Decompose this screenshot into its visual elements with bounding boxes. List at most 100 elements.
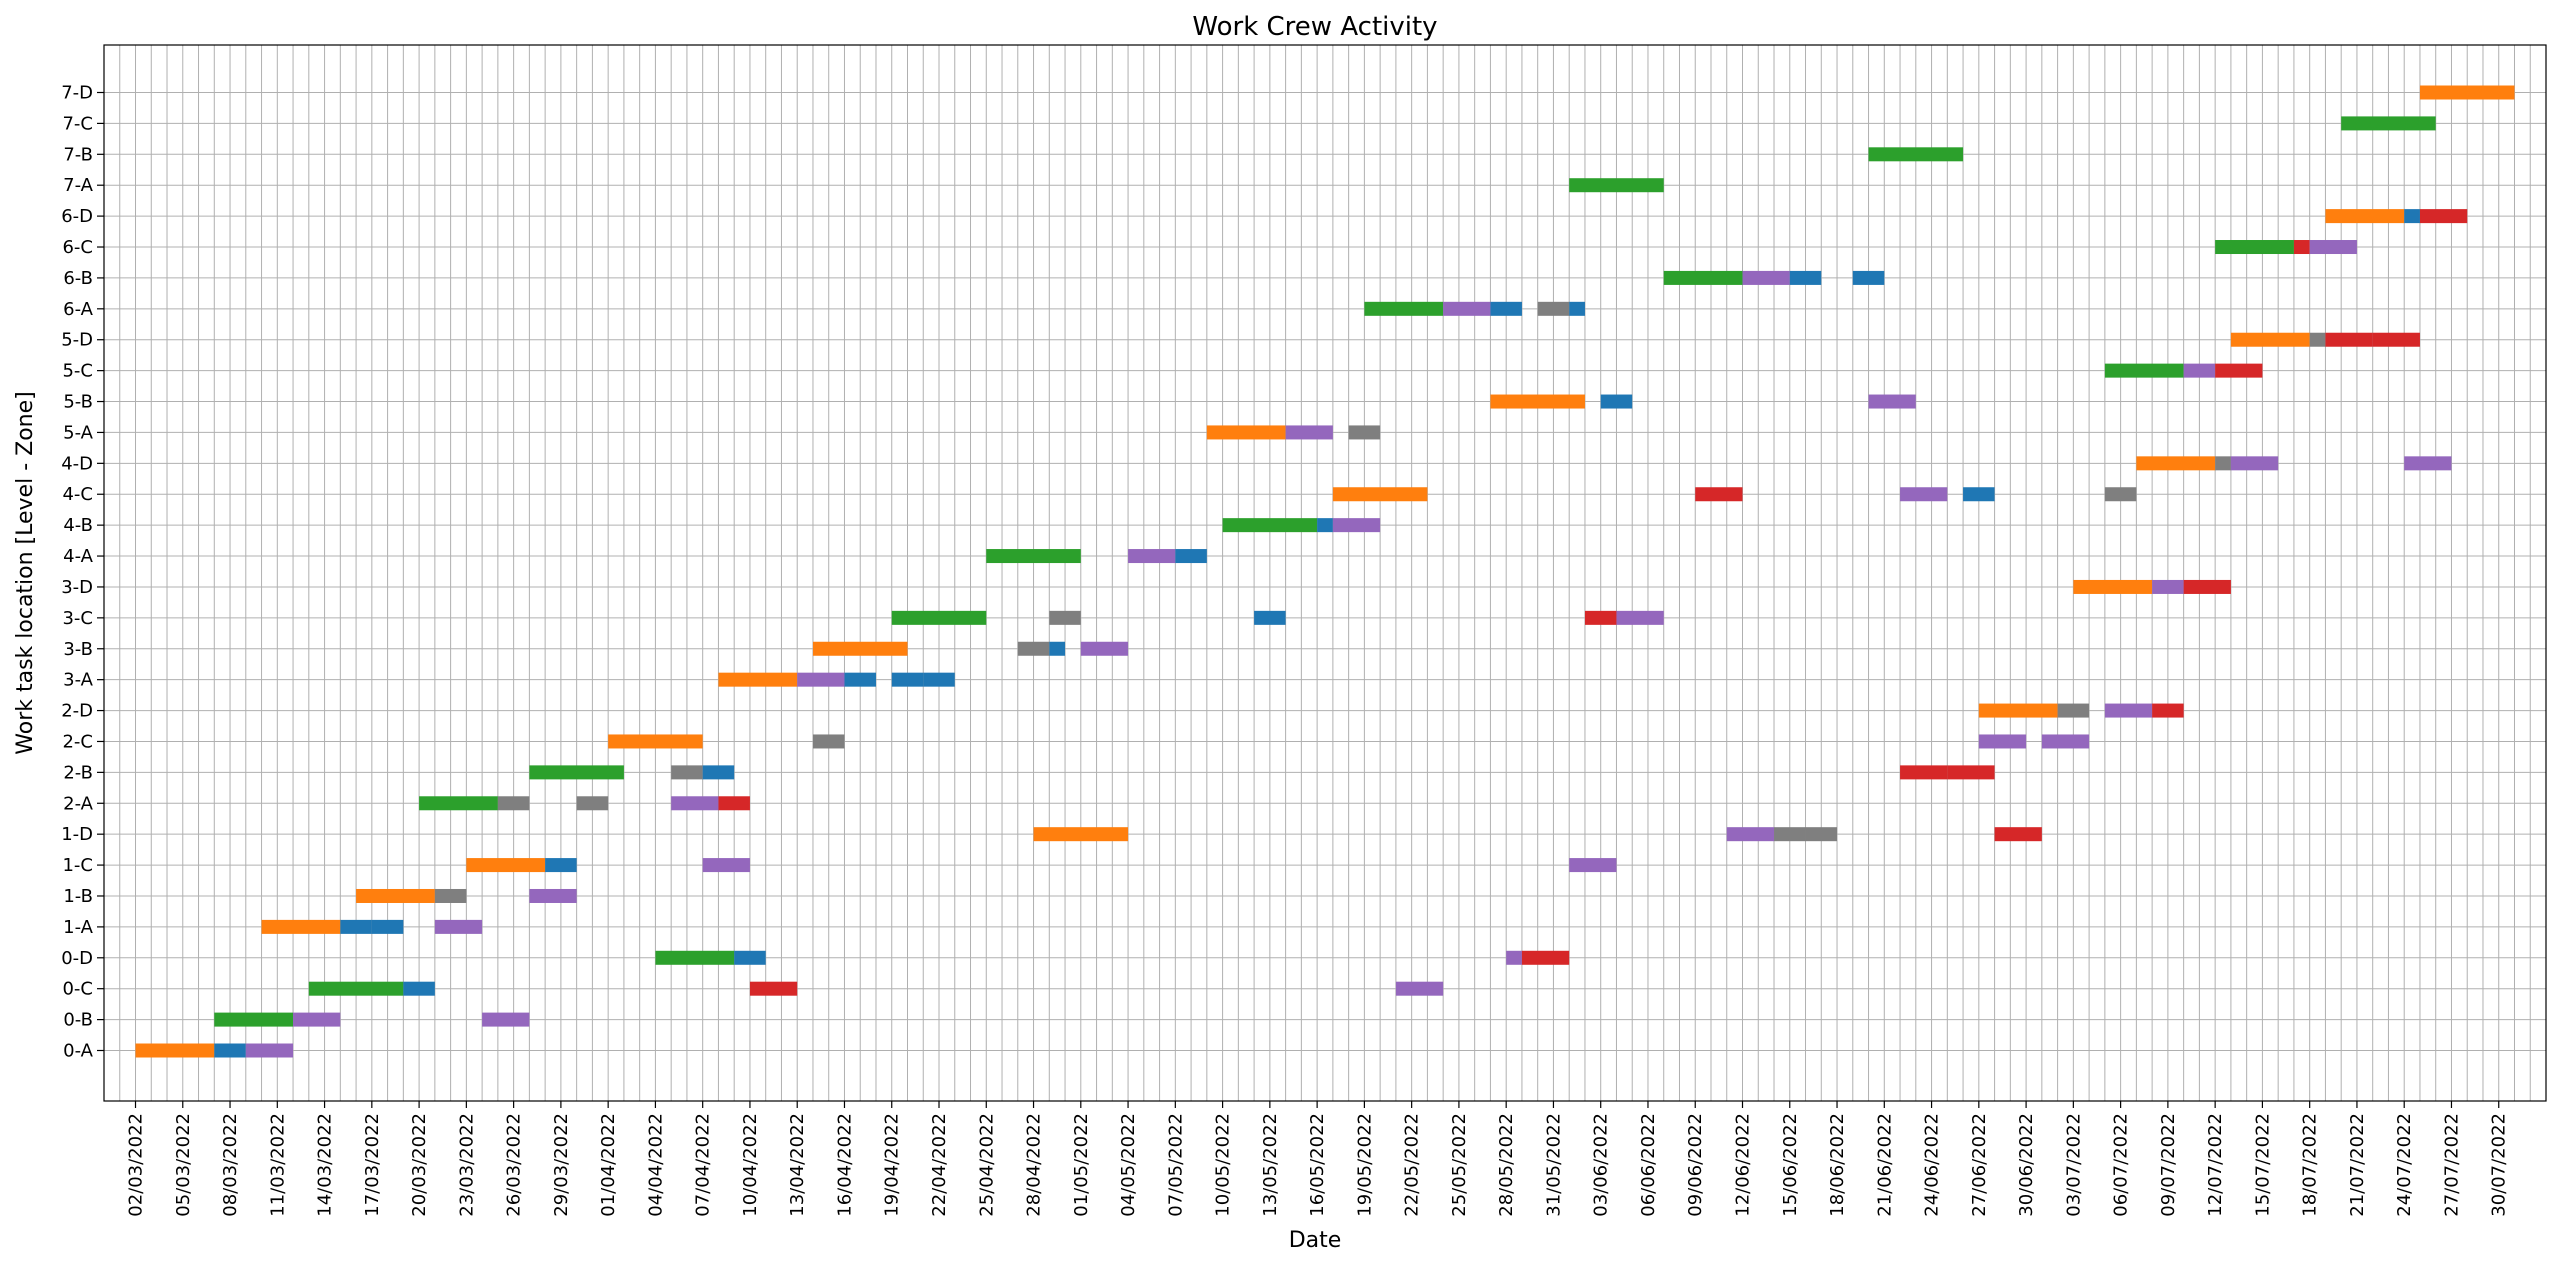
x-tick-label: 14/03/2022 — [315, 1113, 336, 1217]
task-bar-4-C — [1963, 487, 1995, 502]
task-bar-3-A — [844, 672, 876, 687]
task-bar-5-D — [2309, 332, 2326, 347]
x-tick-label: 02/03/2022 — [126, 1113, 147, 1217]
task-bar-2-A — [718, 796, 750, 811]
task-bar-3-B — [1080, 641, 1129, 656]
task-bar-2-A — [419, 796, 498, 811]
x-tick-label: 06/06/2022 — [1638, 1113, 1659, 1217]
task-bar-2-C — [812, 734, 845, 749]
y-axis-ticks: 0-A 0-B 0-C 0-D 1-A 1-B 1-C 1-D 2-A 2-B 2-C 2-D 3-A 3… — [61, 83, 104, 1062]
task-bar-3-C — [1049, 610, 1081, 625]
task-bar-3-B — [812, 641, 908, 656]
task-bar-4-D — [2230, 456, 2279, 471]
task-bar-4-C — [2104, 487, 2137, 502]
task-bar-3-C — [891, 610, 987, 625]
task-bar-3-B — [1049, 641, 1066, 656]
x-tick-label: 22/05/2022 — [1402, 1113, 1423, 1217]
task-bar-2-B — [529, 765, 624, 780]
x-tick-label: 20/03/2022 — [409, 1113, 430, 1217]
task-bar-1-B — [529, 888, 577, 903]
x-tick-label: 18/07/2022 — [2300, 1113, 2321, 1217]
task-bar-1-C — [702, 858, 750, 873]
x-tick-label: 12/06/2022 — [1733, 1113, 1754, 1217]
task-bar-1-B — [356, 888, 435, 903]
y-tick-label: 4-D — [61, 453, 93, 474]
task-bar-5-C — [2183, 363, 2216, 378]
task-bar-6-A — [1490, 301, 1522, 316]
task-bar-6-C — [2215, 240, 2294, 255]
x-tick-label: 13/05/2022 — [1260, 1113, 1281, 1217]
x-tick-label: 03/07/2022 — [2063, 1113, 2084, 1217]
task-bar-1-D — [1774, 827, 1806, 842]
task-bar-3-B — [1017, 641, 1050, 656]
x-tick-label: 01/04/2022 — [598, 1113, 619, 1217]
task-bar-6-A — [1443, 301, 1491, 316]
y-tick-label: 1-B — [63, 886, 93, 907]
y-tick-label: 5-B — [63, 392, 93, 413]
task-bar-3-D — [2183, 579, 2231, 594]
task-bar-3-D — [2152, 579, 2184, 594]
task-bar-5-A — [1285, 425, 1333, 440]
y-tick-label: 3-D — [61, 577, 93, 598]
y-tick-label: 0-C — [62, 979, 93, 1000]
y-tick-label: 1-A — [63, 917, 94, 938]
task-bar-6-B — [1663, 270, 1743, 285]
x-tick-label: 12/07/2022 — [2205, 1113, 2226, 1217]
y-tick-label: 0-B — [63, 1010, 93, 1031]
x-tick-label: 30/07/2022 — [2489, 1113, 2510, 1217]
task-bar-6-D — [2325, 209, 2405, 224]
task-bar-3-C — [1254, 610, 1286, 625]
x-tick-label: 07/04/2022 — [693, 1113, 714, 1217]
y-tick-label: 0-A — [63, 1041, 94, 1062]
task-bar-4-A — [986, 549, 1081, 564]
task-bar-5-A — [1348, 425, 1381, 440]
task-bar-0-B — [293, 1012, 341, 1027]
task-bar-1-D — [1805, 827, 1838, 842]
task-bar-5-C — [2104, 363, 2184, 378]
y-tick-label: 5-D — [61, 330, 93, 351]
task-bar-1-C — [466, 858, 546, 873]
task-bar-4-B — [1222, 518, 1318, 533]
task-bar-0-C — [1395, 981, 1444, 996]
x-tick-label: 30/06/2022 — [2016, 1113, 2037, 1217]
y-tick-label: 3-B — [63, 639, 93, 660]
y-tick-label: 2-A — [63, 793, 94, 814]
y-tick-label: 5-A — [63, 422, 94, 443]
task-bar-1-A — [261, 919, 341, 934]
task-bar-0-B — [482, 1012, 530, 1027]
task-bar-0-A — [214, 1043, 246, 1058]
x-tick-label: 31/05/2022 — [1543, 1113, 1564, 1217]
x-tick-label: 16/04/2022 — [834, 1113, 855, 1217]
x-tick-label: 29/03/2022 — [551, 1113, 572, 1217]
task-bar-1-D — [1994, 827, 2042, 842]
task-bar-2-B — [1947, 765, 1995, 780]
task-bar-2-A — [497, 796, 530, 811]
x-tick-label: 27/06/2022 — [1969, 1113, 1990, 1217]
task-bar-1-A — [340, 919, 372, 934]
task-bar-2-D — [1978, 703, 2058, 718]
y-tick-label: 7-B — [63, 144, 93, 165]
y-tick-label: 2-B — [63, 762, 93, 783]
task-bar-1-C — [1569, 858, 1617, 873]
x-tick-label: 04/04/2022 — [645, 1113, 666, 1217]
x-tick-label: 26/03/2022 — [504, 1113, 525, 1217]
task-bar-2-B — [702, 765, 735, 780]
y-tick-label: 6-B — [63, 268, 93, 289]
task-bar-7-D — [2419, 85, 2515, 100]
task-bar-1-B — [434, 888, 467, 903]
task-bar-3-C — [1616, 610, 1664, 625]
x-tick-label: 09/07/2022 — [2158, 1113, 2179, 1217]
x-tick-label: 09/06/2022 — [1685, 1113, 1706, 1217]
task-bar-3-A — [797, 672, 845, 687]
task-bar-2-D — [2057, 703, 2090, 718]
task-bar-2-C — [2041, 734, 2090, 749]
task-bar-6-A — [1537, 301, 1570, 316]
y-axis-label: Work task location [Level - Zone] — [13, 391, 38, 754]
y-tick-label: 1-C — [62, 855, 93, 876]
task-bar-6-B — [1852, 270, 1885, 285]
y-tick-label: 4-B — [63, 515, 93, 536]
task-bar-4-D — [2404, 456, 2452, 471]
task-bar-5-D — [2230, 332, 2310, 347]
y-tick-label: 3-C — [62, 608, 93, 629]
task-bar-5-C — [2215, 363, 2263, 378]
